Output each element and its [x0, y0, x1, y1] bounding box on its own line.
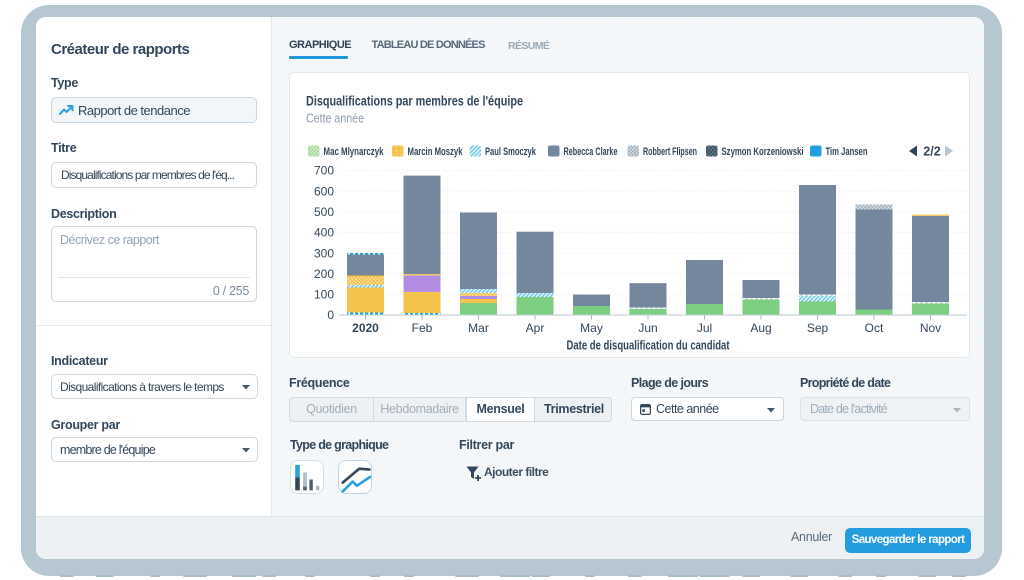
- svg-text:Mar: Mar: [468, 321, 489, 335]
- svg-text:2020: 2020: [352, 321, 379, 335]
- svg-text:Robbert Flipsen: Robbert Flipsen: [643, 146, 697, 158]
- svg-text:Rebecca Clarke: Rebecca Clarke: [564, 146, 618, 158]
- svg-text:600: 600: [314, 184, 334, 198]
- svg-text:Marcin Moszyk: Marcin Moszyk: [408, 146, 464, 158]
- svg-text:Jun: Jun: [638, 321, 657, 335]
- svg-text:Sep: Sep: [807, 321, 829, 335]
- svg-text:Szymon Korzeniowski: Szymon Korzeniowski: [722, 146, 804, 158]
- svg-text:Cette année: Cette année: [306, 112, 364, 126]
- svg-text:Oct: Oct: [865, 321, 884, 335]
- svg-text:May: May: [580, 321, 603, 335]
- svg-text:100: 100: [314, 288, 334, 302]
- svg-text:Date de disqualification du ca: Date de disqualification du candidat: [567, 339, 731, 353]
- svg-text:2/2: 2/2: [923, 145, 940, 159]
- svg-text:Mac Mlynarczyk: Mac Mlynarczyk: [324, 146, 385, 158]
- svg-text:Jul: Jul: [697, 321, 712, 335]
- svg-text:Paul Smoczyk: Paul Smoczyk: [485, 146, 537, 158]
- svg-text:500: 500: [314, 205, 334, 219]
- svg-text:Nov: Nov: [920, 321, 941, 335]
- svg-text:Aug: Aug: [750, 321, 771, 335]
- svg-text:700: 700: [314, 164, 334, 178]
- svg-text:300: 300: [314, 246, 334, 260]
- svg-text:0: 0: [327, 308, 334, 322]
- svg-text:Feb: Feb: [412, 321, 433, 335]
- svg-text:200: 200: [314, 267, 334, 281]
- svg-text:Disqualifications par membres: Disqualifications par membres de l'équip…: [306, 94, 523, 109]
- svg-text:400: 400: [314, 226, 334, 240]
- svg-text:Apr: Apr: [526, 321, 545, 335]
- svg-text:Tim Jansen: Tim Jansen: [826, 146, 868, 158]
